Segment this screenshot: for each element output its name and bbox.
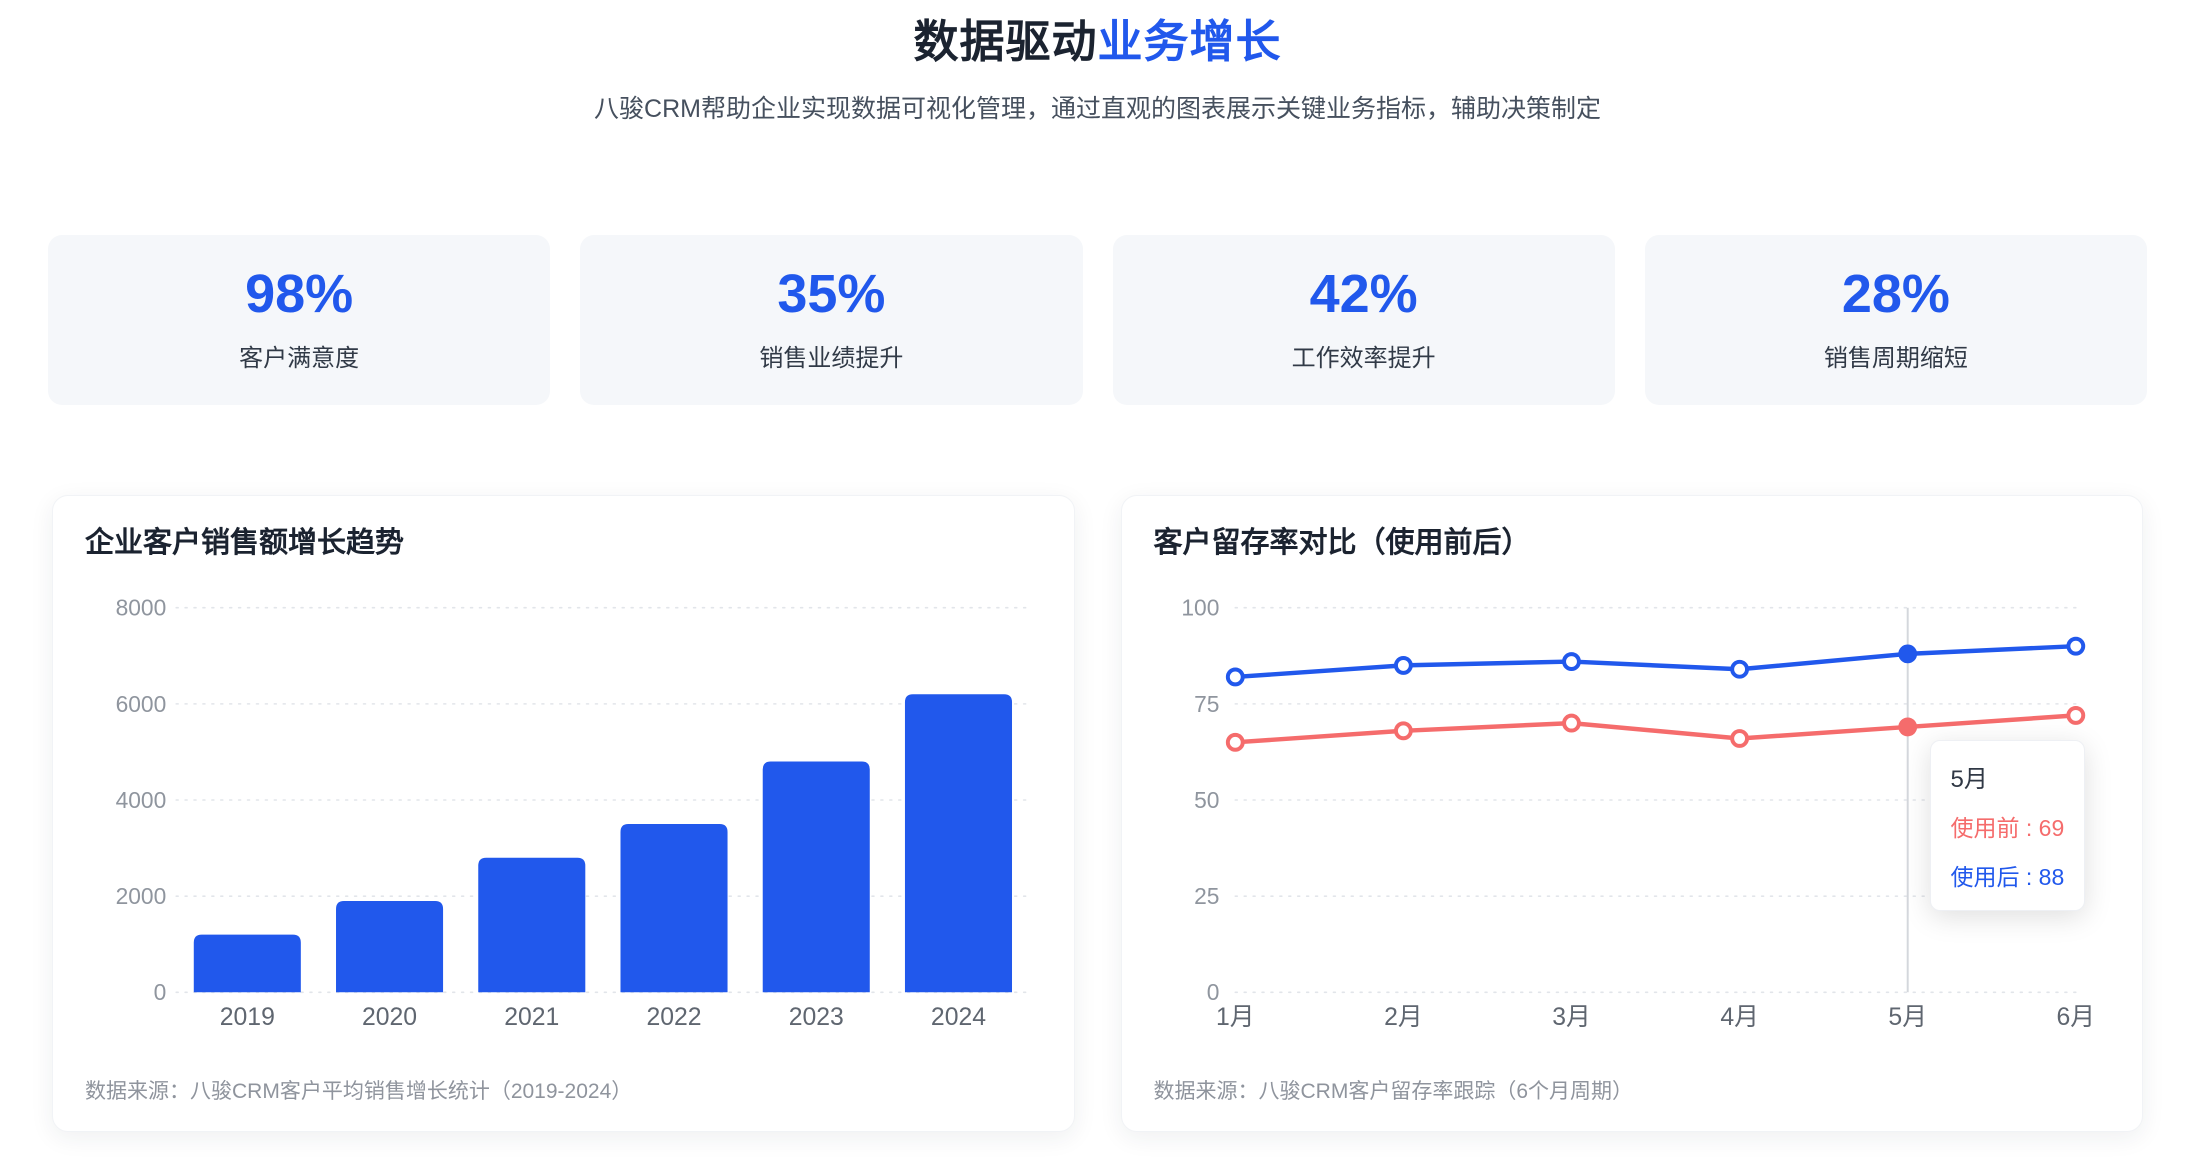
- charts-row: 企业客户销售额增长趋势 0 2000 4000 6000 8000 2019 2020 202…: [52, 495, 2143, 1132]
- y-tick-label-0: 0: [154, 979, 167, 1005]
- line-chart-card: 客户留存率对比（使用前后） 0 25 50 75 100 1月 2月 3月 4月 5月 6月 5月 …: [1120, 495, 2143, 1132]
- x-tick-label-6月: 6月: [2056, 1004, 2095, 1031]
- stat-card-sales-performance: 35% 销售业绩提升: [580, 235, 1083, 405]
- data-point-使用后-1月[interactable]: [1225, 667, 1245, 687]
- x-tick-label-2024: 2024: [931, 1004, 986, 1031]
- stat-card-sales-cycle: 28% 销售周期缩短: [1644, 235, 2147, 405]
- line-series-使用前: [1232, 712, 2078, 745]
- page-title-accent: 业务增长: [1097, 16, 1282, 67]
- data-point-使用后-5月[interactable]: [1897, 644, 1917, 664]
- x-tick-label-2021: 2021: [504, 1004, 559, 1031]
- stat-label: 工作效率提升: [1291, 345, 1436, 372]
- tooltip-row-after: 使用后 : 88: [1950, 863, 2065, 890]
- x-tick-label-2022: 2022: [646, 1004, 701, 1031]
- chart-tooltip: 5月 使用前 : 69 使用后 : 88: [1929, 739, 2086, 911]
- tooltip-title: 5月: [1950, 765, 1988, 793]
- stat-value: 98%: [245, 264, 354, 324]
- y-tick-label-6000: 6000: [116, 691, 167, 717]
- data-point-使用前-4月[interactable]: [1729, 728, 1749, 748]
- bar-2023[interactable]: [762, 761, 870, 993]
- bar-2019[interactable]: [193, 934, 301, 993]
- stat-value: 28%: [1841, 264, 1950, 324]
- data-point-使用前-6月[interactable]: [2065, 705, 2085, 725]
- data-point-使用后-4月[interactable]: [1729, 659, 1749, 679]
- data-point-使用后-6月[interactable]: [2065, 636, 2085, 656]
- x-tick-label-3月: 3月: [1552, 1004, 1591, 1031]
- bar-chart-canvas[interactable]: 0 2000 4000 6000 8000 2019 2020 2021 2022 2023 202…: [85, 577, 1042, 1043]
- stat-card-customer-satisfaction: 98% 客户满意度: [48, 235, 551, 405]
- line-chart-canvas[interactable]: 0 25 50 75 100 1月 2月 3月 4月 5月 6月: [1154, 577, 2111, 1043]
- page-title-main: 数据驱动: [913, 16, 1098, 67]
- line-chart-area[interactable]: 0 25 50 75 100 1月 2月 3月 4月 5月 6月 5月 使用前 : 69 使用后 :…: [1154, 577, 2111, 1043]
- stat-label: 客户满意度: [239, 345, 360, 372]
- data-point-使用前-2月[interactable]: [1393, 721, 1413, 741]
- y-tick-label-100: 100: [1181, 594, 1219, 620]
- x-tick-label-4月: 4月: [1720, 1004, 1759, 1031]
- y-tick-label-4000: 4000: [116, 787, 167, 813]
- bar-2020[interactable]: [336, 900, 444, 993]
- stat-card-work-efficiency: 42% 工作效率提升: [1112, 235, 1615, 405]
- y-tick-label-75: 75: [1194, 691, 1219, 717]
- x-tick-label-2019: 2019: [220, 1004, 275, 1031]
- bar-2022[interactable]: [620, 823, 728, 993]
- bar-2021[interactable]: [478, 857, 586, 993]
- y-tick-label-0: 0: [1206, 979, 1219, 1005]
- tooltip-row-before: 使用前 : 69: [1950, 814, 2065, 841]
- y-tick-label-50: 50: [1194, 787, 1219, 813]
- page-title: 数据驱动业务增长: [0, 16, 2195, 68]
- stat-value: 42%: [1309, 264, 1418, 324]
- bar-chart-source: 数据来源：八骏CRM客户平均销售增长统计（2019-2024）: [85, 1080, 633, 1103]
- bar-chart-title: 企业客户销售额增长趋势: [85, 527, 405, 559]
- data-point-使用后-3月[interactable]: [1561, 651, 1581, 671]
- bar-2024[interactable]: [904, 694, 1013, 993]
- section-header: 数据驱动业务增长 八骏CRM帮助企业实现数据可视化管理，通过直观的图表展示关键业…: [0, 16, 2195, 125]
- x-tick-label-1月: 1月: [1216, 1004, 1255, 1031]
- x-tick-label-5月: 5月: [1888, 1004, 1927, 1031]
- stats-row: 98% 客户满意度 35% 销售业绩提升 42% 工作效率提升 28% 销售周期…: [48, 235, 2147, 405]
- x-tick-label-2020: 2020: [362, 1004, 417, 1031]
- page-subtitle: 八骏CRM帮助企业实现数据可视化管理，通过直观的图表展示关键业务指标，辅助决策制…: [594, 94, 1601, 123]
- data-point-使用前-3月[interactable]: [1561, 713, 1581, 733]
- line-chart-source: 数据来源：八骏CRM客户留存率跟踪（6个月周期）: [1153, 1080, 1634, 1103]
- y-tick-label-8000: 8000: [116, 594, 167, 620]
- y-tick-label-2000: 2000: [116, 883, 167, 909]
- data-point-使用前-1月[interactable]: [1225, 732, 1245, 752]
- stat-value: 35%: [777, 264, 886, 324]
- bar-chart-area[interactable]: 0 2000 4000 6000 8000 2019 2020 2021 2022 2023 202…: [85, 577, 1042, 1043]
- line-series-使用后: [1232, 643, 2078, 679]
- y-tick-label-25: 25: [1194, 883, 1219, 909]
- x-tick-label-2023: 2023: [789, 1004, 844, 1031]
- stat-label: 销售周期缩短: [1823, 345, 1968, 372]
- x-tick-label-2月: 2月: [1384, 1004, 1423, 1031]
- data-point-使用前-5月[interactable]: [1897, 717, 1917, 737]
- line-chart-title: 客户留存率对比（使用前后）: [1153, 527, 1531, 559]
- bar-chart-card: 企业客户销售额增长趋势 0 2000 4000 6000 8000 2019 2020 202…: [52, 495, 1075, 1132]
- data-point-使用后-2月[interactable]: [1393, 655, 1413, 675]
- stat-label: 销售业绩提升: [759, 345, 904, 372]
